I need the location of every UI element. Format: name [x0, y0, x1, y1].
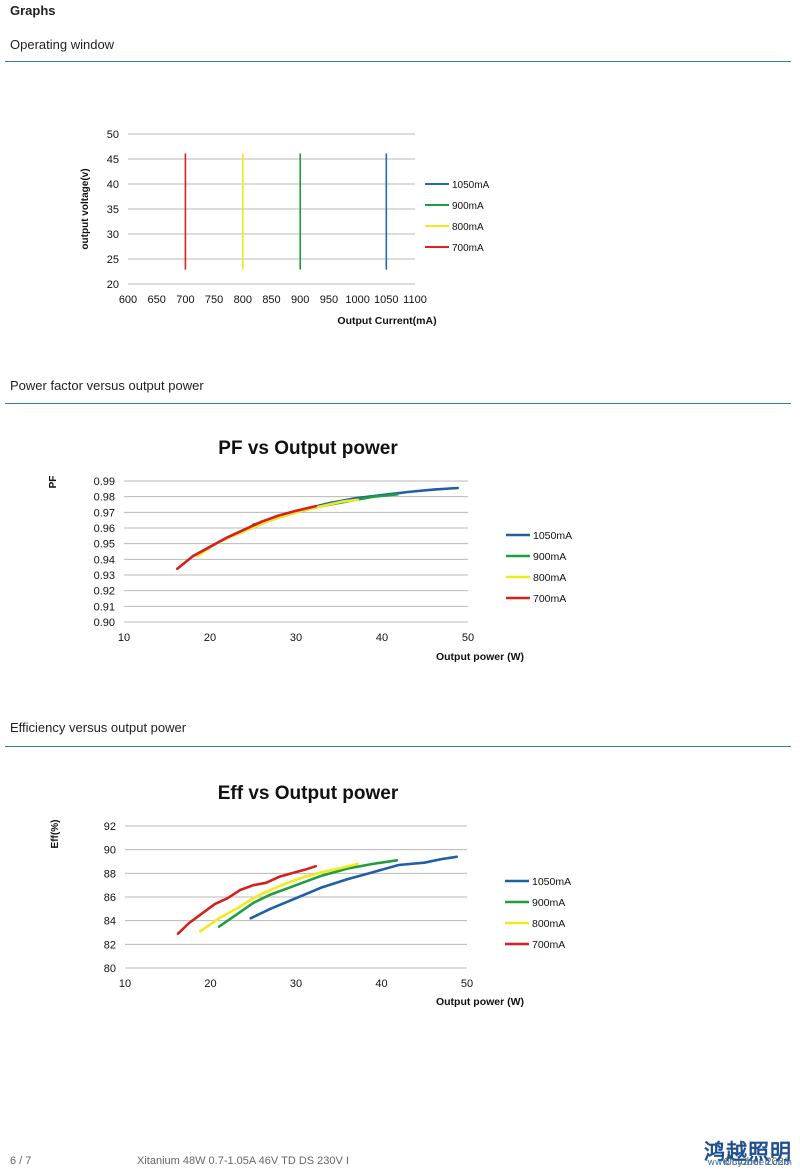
- x-axis-label: Output power (W): [436, 996, 524, 1008]
- y-tick-label: 30: [107, 229, 119, 241]
- y-tick-label: 82: [104, 939, 116, 951]
- page-heading: Graphs: [10, 3, 56, 18]
- y-axis-label: PF: [48, 476, 59, 489]
- x-tick-label: 900: [291, 294, 309, 306]
- section-rule: [5, 403, 791, 404]
- x-tick-label: 1000: [345, 294, 369, 306]
- y-axis-label: Eff(%): [50, 820, 61, 849]
- legend-label: 900mA: [532, 897, 565, 909]
- section-rule: [5, 746, 791, 747]
- x-tick-label: 40: [376, 632, 388, 644]
- x-tick-label: 50: [461, 978, 473, 990]
- section-title-power-factor: Power factor versus output power: [10, 378, 204, 393]
- x-tick-label: 950: [320, 294, 338, 306]
- eff-vs-output-power-chart: Eff vs Output power 80 82 84 86 88 90 92 10 20 30 4…: [50, 783, 571, 1008]
- y-tick-label: 25: [107, 254, 119, 266]
- legend-label: 800mA: [533, 572, 566, 584]
- x-tick-label: 20: [204, 632, 216, 644]
- y-tick-label: 0.90: [94, 617, 115, 629]
- footer-document-title: Xitanium 48W 0.7-1.05A 46V TD DS 230V I: [137, 1155, 349, 1167]
- x-tick-label: 1050: [374, 294, 398, 306]
- legend-label: 1050mA: [533, 530, 572, 542]
- x-tick-label: 750: [205, 294, 223, 306]
- y-tick-label: 50: [107, 129, 119, 141]
- x-tick-label: 800: [234, 294, 252, 306]
- y-tick-label: 40: [107, 179, 119, 191]
- y-tick-label: 20: [107, 279, 119, 291]
- section-title-efficiency: Efficiency versus output power: [10, 720, 187, 735]
- section-title-operating-window: Operating window: [10, 37, 115, 52]
- y-tick-label: 0.95: [94, 539, 115, 551]
- x-tick-label: 30: [290, 978, 302, 990]
- chart-title: PF vs Output power: [218, 438, 398, 459]
- x-tick-label: 50: [462, 632, 474, 644]
- series-line-700mA: [176, 864, 318, 935]
- y-tick-label: 0.93: [94, 570, 115, 582]
- operating-window-chart: 20 25 30 35 40 45 50 600 650 700 750 800 850 900 950 10…: [80, 129, 490, 327]
- legend-label: 900mA: [452, 201, 484, 212]
- legend-label: 1050mA: [532, 876, 571, 888]
- x-tick-label: 10: [119, 978, 131, 990]
- y-tick-label: 45: [107, 154, 119, 166]
- y-tick-label: 0.91: [94, 601, 115, 613]
- footer-date: October 2020: [723, 1156, 790, 1168]
- series-line-800mA: [198, 862, 359, 933]
- x-tick-label: 600: [119, 294, 137, 306]
- x-tick-label: 1100: [403, 294, 427, 306]
- y-tick-label: 88: [104, 868, 116, 880]
- y-tick-label: 0.99: [94, 476, 115, 488]
- y-tick-label: 86: [104, 892, 116, 904]
- y-tick-label: 92: [104, 821, 116, 833]
- brand-watermark: 鸿越照明: [704, 1140, 792, 1164]
- chart-title: Eff vs Output power: [218, 783, 399, 804]
- y-axis-label: output voltage(v): [80, 168, 91, 249]
- y-tick-label: 80: [104, 963, 116, 975]
- y-tick-label: 35: [107, 204, 119, 216]
- x-tick-label: 10: [118, 632, 130, 644]
- brand-watermark-url: www.hyzmled.com: [707, 1158, 792, 1168]
- x-tick-label: 650: [148, 294, 166, 306]
- x-tick-label: 40: [375, 978, 387, 990]
- series-line-700mA: [176, 504, 318, 570]
- x-tick-label: 700: [176, 294, 194, 306]
- x-tick-label: 20: [204, 978, 216, 990]
- y-tick-label: 0.92: [94, 586, 115, 598]
- y-tick-label: 0.98: [94, 492, 115, 504]
- x-tick-label: 30: [290, 632, 302, 644]
- x-axis-label: Output Current(mA): [337, 315, 436, 327]
- legend-label: 700mA: [532, 939, 565, 951]
- legend-label: 800mA: [452, 222, 484, 233]
- footer-page-number: 6 / 7: [10, 1155, 32, 1167]
- series-line-1050mA: [251, 486, 460, 527]
- section-rule: [5, 61, 791, 62]
- legend-label: 900mA: [533, 551, 566, 563]
- series-line-1050mA: [249, 855, 459, 920]
- legend-label: 1050mA: [452, 180, 490, 191]
- pf-vs-output-power-chart: PF vs Output power 0.90 0.91 0.92 0.93 0.94 0.…: [48, 438, 572, 663]
- series-line-900mA: [217, 859, 399, 928]
- x-tick-label: 850: [262, 294, 280, 306]
- y-tick-label: 84: [104, 916, 116, 928]
- legend-label: 700mA: [533, 593, 566, 605]
- y-tick-label: 0.94: [94, 554, 115, 566]
- y-tick-label: 0.97: [94, 507, 115, 519]
- series-line-900mA: [217, 493, 399, 544]
- legend-label: 700mA: [452, 243, 484, 254]
- y-tick-label: 0.96: [94, 523, 115, 535]
- legend-label: 800mA: [532, 918, 565, 930]
- x-axis-label: Output power (W): [436, 651, 524, 663]
- y-tick-label: 90: [104, 845, 116, 857]
